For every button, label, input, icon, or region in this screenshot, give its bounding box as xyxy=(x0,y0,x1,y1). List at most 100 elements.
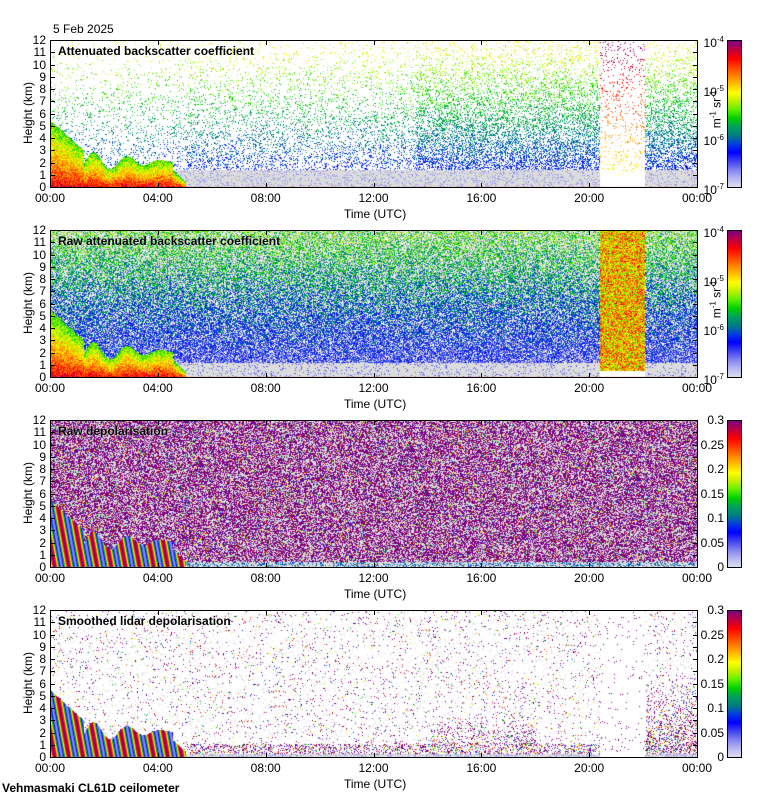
y-tick-mark xyxy=(693,364,698,366)
y-tick-mark xyxy=(693,432,698,434)
y-tick-mark xyxy=(50,732,55,734)
y-tick-label: 7 xyxy=(39,664,46,679)
panel-title: Raw depolarisation xyxy=(58,424,169,438)
colorbar-tick-label: 10-6 xyxy=(703,133,724,148)
y-tick-mark xyxy=(693,352,698,354)
x-tick-mark xyxy=(481,610,483,615)
y-tick-label: 6 xyxy=(39,486,46,501)
colorbar-unit: m-1 sr-1 xyxy=(708,280,724,319)
colorbar-gradient xyxy=(728,231,741,377)
y-axis-label: Height (km) xyxy=(21,652,35,715)
colorbar-tick-label: 0.25 xyxy=(700,627,724,642)
y-tick-mark xyxy=(693,493,698,495)
y-tick-mark xyxy=(50,254,55,256)
y-tick-mark xyxy=(50,364,55,366)
y-tick-label: 10 xyxy=(32,437,46,452)
y-tick-label: 8 xyxy=(39,82,46,96)
y-tick-mark xyxy=(693,456,698,458)
colorbar-tick-label: 10-5 xyxy=(703,84,724,99)
y-tick-label: 0 xyxy=(39,180,46,194)
y-tick-label: 7 xyxy=(39,94,46,109)
y-tick-mark xyxy=(693,113,698,115)
y-tick-mark xyxy=(693,469,698,470)
y-tick-mark xyxy=(50,315,55,317)
y-tick-mark xyxy=(50,444,55,446)
x-axis-label: Time (UTC) xyxy=(344,397,407,411)
y-tick-label: 8 xyxy=(39,462,46,476)
x-tick-mark xyxy=(373,230,375,235)
x-tick-label: 12:00 xyxy=(358,191,389,205)
x-tick-mark xyxy=(157,563,159,568)
y-tick-mark xyxy=(693,683,698,685)
y-tick-mark xyxy=(693,518,698,519)
y-tick-mark xyxy=(693,671,698,673)
y-tick-mark xyxy=(50,113,55,115)
y-tick-mark xyxy=(693,744,698,746)
y-tick-mark xyxy=(50,174,55,176)
y-tick-mark xyxy=(50,720,55,722)
y-tick-mark xyxy=(50,340,55,342)
y-tick-mark xyxy=(693,610,698,611)
y-tick-mark xyxy=(693,732,698,734)
y-tick-mark xyxy=(50,481,55,483)
y-tick-mark xyxy=(693,567,698,568)
y-axis-label: Height (km) xyxy=(21,82,35,145)
y-tick-mark xyxy=(50,266,55,268)
y-tick-label: 0 xyxy=(39,370,46,384)
heatmap-canvas xyxy=(51,611,697,757)
y-tick-label: 12 xyxy=(32,603,46,617)
x-tick-label: 20:00 xyxy=(574,761,605,775)
heatmap-plot: Attenuated backscatter coefficient xyxy=(50,40,698,188)
y-tick-mark xyxy=(693,542,698,544)
y-tick-mark xyxy=(693,481,698,483)
x-tick-label: 12:00 xyxy=(358,381,389,395)
colorbar-tick-label: 10-7 xyxy=(703,182,724,197)
y-tick-mark xyxy=(693,138,698,139)
y-tick-label: 4 xyxy=(39,321,46,335)
x-tick-label: 20:00 xyxy=(574,571,605,585)
colorbar-tick-label: 10-5 xyxy=(703,274,724,289)
y-tick-mark xyxy=(50,432,55,434)
y-tick-mark xyxy=(50,242,55,244)
y-tick-mark xyxy=(50,542,55,544)
x-tick-mark xyxy=(157,420,159,425)
y-tick-label: 1 xyxy=(39,737,46,752)
y-tick-mark xyxy=(693,101,698,103)
colorbar-tick-label: 0.1 xyxy=(707,511,724,525)
x-tick-mark xyxy=(589,230,591,235)
x-tick-label: 00:00 xyxy=(34,571,66,585)
x-tick-mark xyxy=(589,373,591,378)
x-tick-mark xyxy=(481,373,483,378)
y-tick-mark xyxy=(50,303,55,305)
y-tick-mark xyxy=(693,303,698,305)
y-tick-label: 4 xyxy=(39,511,46,525)
y-tick-mark xyxy=(50,187,55,188)
y-tick-mark xyxy=(693,720,698,722)
y-tick-label: 0 xyxy=(39,560,46,574)
x-tick-mark xyxy=(265,610,267,615)
y-tick-mark xyxy=(50,659,55,660)
y-tick-mark xyxy=(693,505,698,507)
y-tick-mark xyxy=(50,554,55,556)
x-tick-label: 20:00 xyxy=(574,381,605,395)
y-tick-mark xyxy=(693,646,698,648)
x-tick-label: 00:00 xyxy=(34,761,66,775)
y-tick-mark xyxy=(50,744,55,746)
y-tick-mark xyxy=(693,40,698,41)
x-tick-mark xyxy=(589,610,591,615)
colorbar-tick-label: 0.2 xyxy=(707,462,724,476)
panel-title: Raw attenuated backscatter coefficient xyxy=(58,234,281,248)
x-tick-mark xyxy=(157,753,159,758)
y-tick-label: 5 xyxy=(39,498,46,513)
y-tick-mark xyxy=(50,352,55,354)
y-tick-mark xyxy=(50,101,55,103)
colorbar xyxy=(727,40,742,188)
y-tick-label: 7 xyxy=(39,284,46,299)
y-tick-mark xyxy=(50,757,55,758)
y-tick-mark xyxy=(50,567,55,568)
y-tick-label: 5 xyxy=(39,308,46,323)
x-tick-label: 04:00 xyxy=(142,381,173,395)
y-tick-mark xyxy=(50,64,55,66)
y-tick-mark xyxy=(693,695,698,697)
x-tick-label: 00:00 xyxy=(681,761,713,775)
